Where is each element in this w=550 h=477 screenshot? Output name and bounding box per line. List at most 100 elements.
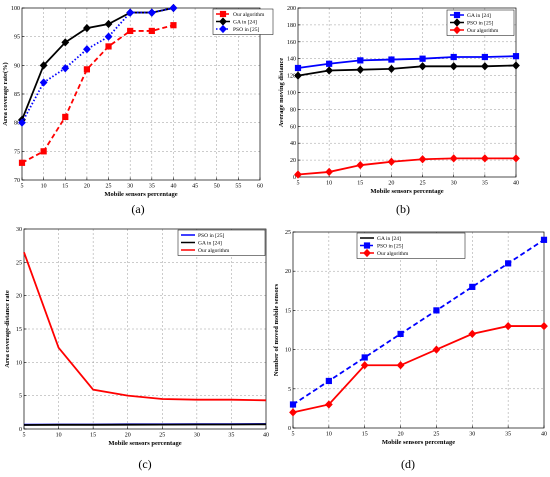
legend-label: GA in [24] (467, 13, 491, 19)
data-point (61, 38, 70, 47)
legend-label: GA in [24] (198, 241, 222, 247)
data-point (540, 321, 548, 331)
legend: GA in [24] PSO in [25]Our algorithm (446, 9, 515, 36)
data-point (397, 330, 404, 338)
x-tick-label: 15 (357, 181, 363, 187)
legend: GA in [24] PSO in [25]Our algorithm (356, 232, 466, 259)
data-point (147, 8, 156, 17)
y-axis-label: Number of moved mobile sensors (273, 283, 280, 376)
x-axis-label: Mobile sensors percentage (108, 440, 181, 447)
y-tick-label: 20 (16, 294, 22, 300)
x-tick-label: 20 (125, 433, 131, 439)
legend-label: PSO in [25] (233, 27, 259, 33)
x-tick-label: 30 (451, 181, 457, 187)
series-line (21, 24, 174, 164)
data-point (170, 22, 177, 29)
caption: (a) (131, 202, 144, 216)
x-tick-label: 10 (326, 432, 332, 438)
x-tick-label: 40 (170, 184, 176, 190)
y-tick-label: 5 (19, 394, 22, 400)
x-tick-label: 20 (84, 184, 90, 190)
x-tick-label: 30 (127, 184, 133, 190)
x-tick-label: 25 (159, 433, 165, 439)
chart-a: 5 10 15 20 25 30 35 40 45 50 55 60 70 75 80 85 90 95 100 Mo… (2, 3, 274, 216)
legend-marker (219, 24, 227, 34)
y-axis-label: Area coverage-distance rate (4, 290, 11, 368)
data-point (105, 43, 112, 50)
data-point (469, 283, 476, 290)
data-point (324, 400, 333, 409)
data-point (62, 113, 69, 121)
legend-label: Our algorithm (377, 251, 409, 257)
x-tick-label: 5 (23, 433, 26, 439)
data-point (294, 170, 302, 179)
data-point (289, 408, 297, 417)
y-tick-label: 75 (14, 149, 20, 155)
x-tick-label: 5 (292, 432, 295, 438)
x-axis-label: Mobile sensors percentage (382, 439, 455, 446)
legend-box (356, 232, 466, 259)
data-point (294, 64, 302, 72)
data-point (356, 161, 365, 170)
data-point (418, 155, 427, 164)
series-line (297, 55, 517, 69)
legend-marker (363, 248, 371, 258)
data-point (396, 361, 405, 370)
data-point (450, 53, 457, 61)
y-tick-label: 10 (285, 348, 291, 354)
series-line (292, 239, 545, 406)
data-point (512, 53, 520, 60)
y-tick-label: 5 (288, 387, 291, 393)
x-tick-label: 5 (21, 184, 24, 190)
data-point (512, 61, 520, 70)
data-point (83, 45, 91, 54)
data-point (418, 62, 427, 71)
y-tick-label: 100 (287, 91, 296, 97)
y-tick-label: 80 (290, 107, 296, 113)
x-tick-label: 40 (541, 432, 547, 438)
data-point (540, 236, 548, 243)
plot-area (293, 232, 544, 428)
data-point (360, 361, 369, 370)
data-point (148, 27, 155, 35)
y-tick-label: 40 (290, 141, 296, 147)
y-tick-label: 0 (288, 426, 291, 432)
data-point (449, 62, 458, 71)
legend-label: Our algorithm (233, 12, 265, 18)
x-tick-label: 40 (513, 181, 519, 187)
data-point (326, 60, 333, 67)
y-tick-label: 80 (14, 121, 20, 127)
data-point (39, 78, 48, 87)
data-point (504, 321, 513, 331)
y-axis-label: Area coverage rate(%) (2, 62, 9, 125)
x-tick-label: 25 (433, 432, 439, 438)
x-tick-label: 55 (235, 184, 241, 190)
data-point (480, 62, 489, 71)
legend-label: GA in [24] (233, 20, 257, 26)
data-point (169, 3, 178, 13)
data-point (104, 32, 113, 41)
y-tick-label: 15 (285, 308, 291, 314)
data-point (419, 55, 426, 62)
caption: (d) (401, 457, 415, 471)
caption: (b) (396, 202, 410, 216)
data-point (388, 56, 395, 63)
x-axis-label: Mobile sensors percentage (104, 191, 177, 198)
data-point (40, 148, 47, 155)
y-tick-label: 0 (293, 175, 296, 181)
data-point (433, 307, 440, 314)
x-tick-label: 15 (62, 184, 68, 190)
y-tick-label: 140 (287, 57, 296, 63)
y-tick-label: 10 (16, 360, 22, 366)
legend: PSO in [25] GA in [24]Our algorithm (177, 229, 266, 256)
y-tick-label: 160 (287, 40, 296, 46)
legend-label: PSO in [25] (377, 244, 403, 250)
x-tick-label: 40 (263, 433, 269, 439)
data-point (325, 167, 334, 177)
legend-label: Our algorithm (198, 248, 230, 254)
y-tick-label: 30 (16, 227, 22, 233)
x-tick-label: 10 (56, 433, 62, 439)
x-tick-label: 30 (469, 432, 475, 438)
data-point (18, 118, 26, 127)
